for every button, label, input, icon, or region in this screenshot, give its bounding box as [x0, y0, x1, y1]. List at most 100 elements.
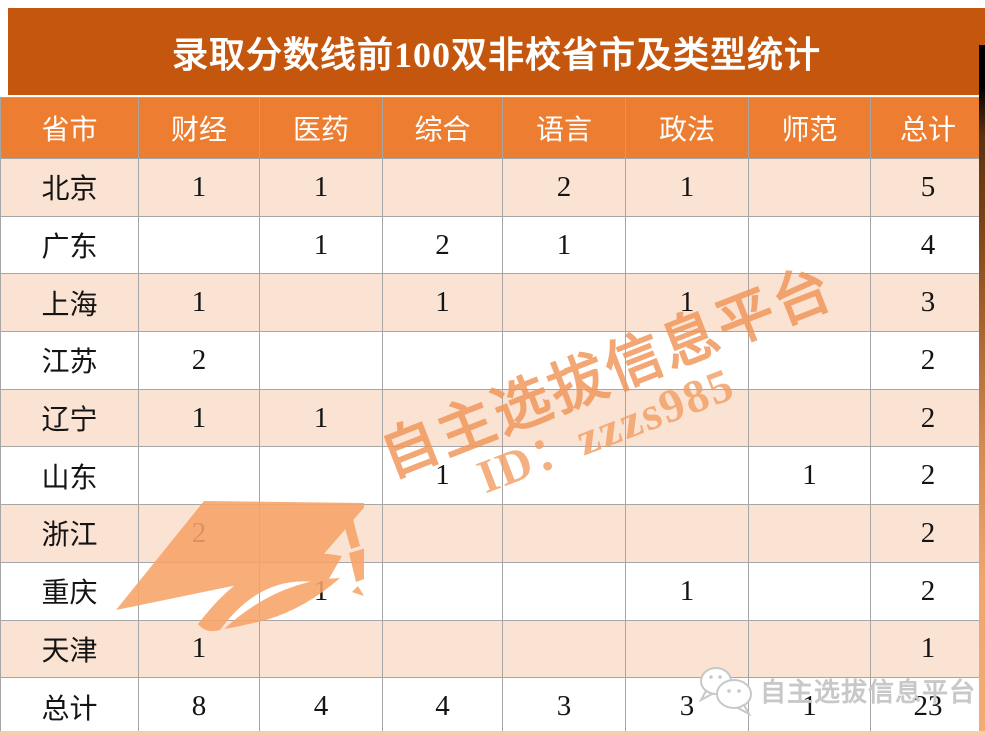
data-cell	[382, 619, 503, 679]
data-cell: 1	[625, 561, 749, 621]
data-cell: 1	[382, 446, 503, 506]
data-cell: 1	[138, 619, 260, 679]
right-edge-shadow	[979, 45, 985, 735]
data-cell: 1	[259, 215, 383, 275]
row-label: 江苏	[0, 331, 139, 390]
data-cell: 1	[259, 388, 383, 448]
data-cell: 1	[138, 388, 260, 448]
data-cell	[748, 388, 871, 448]
column-header-3: 综合	[382, 97, 503, 159]
data-cell: 1	[138, 273, 260, 333]
bottom-edge-strip	[0, 731, 985, 735]
data-cell: 2	[138, 504, 260, 563]
row-label: 北京	[0, 158, 139, 217]
data-cell	[625, 619, 749, 679]
data-cell: 4	[870, 215, 985, 275]
column-header-6: 师范	[748, 97, 871, 159]
column-header-5: 政法	[625, 97, 749, 159]
data-cell	[625, 388, 749, 448]
data-cell: 2	[382, 215, 503, 275]
data-cell: 2	[870, 504, 985, 563]
data-cell	[748, 273, 871, 333]
data-cell	[382, 331, 503, 390]
data-cell	[502, 388, 626, 448]
data-cell	[502, 619, 626, 679]
data-cell	[259, 273, 383, 333]
data-cell	[748, 561, 871, 621]
table-header: 省市 财经 医药 综合 语言 政法 师范 总计	[0, 97, 985, 159]
page-title: 录取分数线前100双非校省市及类型统计	[171, 34, 821, 75]
table-row: 重庆 1 1 2	[0, 561, 985, 621]
table-row: 上海 1 1 1 3	[0, 273, 985, 333]
data-cell	[625, 504, 749, 563]
table-row: 总计 8 4 4 3 3 1 23	[0, 677, 985, 735]
data-cell	[138, 561, 260, 621]
data-cell	[748, 504, 871, 563]
title-banner: 录取分数线前100双非校省市及类型统计	[8, 8, 985, 95]
data-cell	[382, 561, 503, 621]
row-label: 天津	[0, 619, 139, 679]
data-cell	[625, 446, 749, 506]
data-cell	[502, 331, 626, 390]
data-cell	[502, 273, 626, 333]
data-cell: 1	[625, 158, 749, 217]
row-label: 山东	[0, 446, 139, 506]
row-label: 浙江	[0, 504, 139, 563]
data-cell: 2	[138, 331, 260, 390]
data-cell: 2	[502, 158, 626, 217]
column-header-1: 财经	[138, 97, 260, 159]
data-cell: 2	[870, 561, 985, 621]
row-label: 辽宁	[0, 388, 139, 448]
column-header-0: 省市	[0, 97, 139, 159]
data-cell	[138, 446, 260, 506]
data-cell	[502, 561, 626, 621]
data-cell: 1	[625, 273, 749, 333]
stats-table: 省市 财经 医药 综合 语言 政法 师范 总计 北京 1 1 2 1 5 广东 1 2 1 4 上海 1 1 1 3 江苏 2 2…	[0, 97, 985, 735]
data-cell: 1	[382, 273, 503, 333]
data-cell: 4	[259, 677, 383, 735]
data-cell: 2	[870, 446, 985, 506]
table-row: 江苏 2 2	[0, 331, 985, 390]
table-row: 北京 1 1 2 1 5	[0, 158, 985, 217]
column-header-4: 语言	[502, 97, 626, 159]
data-cell: 23	[870, 677, 985, 735]
data-cell	[382, 504, 503, 563]
column-header-2: 医药	[259, 97, 383, 159]
table-body: 北京 1 1 2 1 5 广东 1 2 1 4 上海 1 1 1 3 江苏 2 2 辽宁 1 1 2 山东 1 1 2 浙江 2 2 重庆 1…	[0, 158, 985, 735]
data-cell	[502, 504, 626, 563]
table-row: 山东 1 1 2	[0, 446, 985, 506]
data-cell	[259, 446, 383, 506]
data-cell: 1	[259, 158, 383, 217]
data-cell: 3	[502, 677, 626, 735]
table-row: 浙江 2 2	[0, 504, 985, 563]
column-header-7: 总计	[870, 97, 985, 159]
data-cell	[748, 331, 871, 390]
row-label: 重庆	[0, 561, 139, 621]
data-cell	[748, 215, 871, 275]
data-cell: 1	[138, 158, 260, 217]
data-cell	[138, 215, 260, 275]
data-cell	[259, 331, 383, 390]
data-cell: 1	[870, 619, 985, 679]
data-cell: 1	[748, 677, 871, 735]
data-cell	[259, 619, 383, 679]
data-cell: 2	[870, 331, 985, 390]
data-cell: 1	[502, 215, 626, 275]
data-cell	[625, 215, 749, 275]
table-row: 天津 1 1	[0, 619, 985, 679]
row-label: 上海	[0, 273, 139, 333]
row-label: 总计	[0, 677, 139, 735]
data-cell: 8	[138, 677, 260, 735]
data-cell	[259, 504, 383, 563]
table-row: 辽宁 1 1 2	[0, 388, 985, 448]
data-cell	[382, 158, 503, 217]
header-row: 省市 财经 医药 综合 语言 政法 师范 总计	[0, 97, 985, 159]
data-cell: 3	[625, 677, 749, 735]
data-cell	[748, 619, 871, 679]
table-row: 广东 1 2 1 4	[0, 215, 985, 275]
data-cell: 3	[870, 273, 985, 333]
data-cell: 5	[870, 158, 985, 217]
data-cell: 4	[382, 677, 503, 735]
data-cell: 2	[870, 388, 985, 448]
